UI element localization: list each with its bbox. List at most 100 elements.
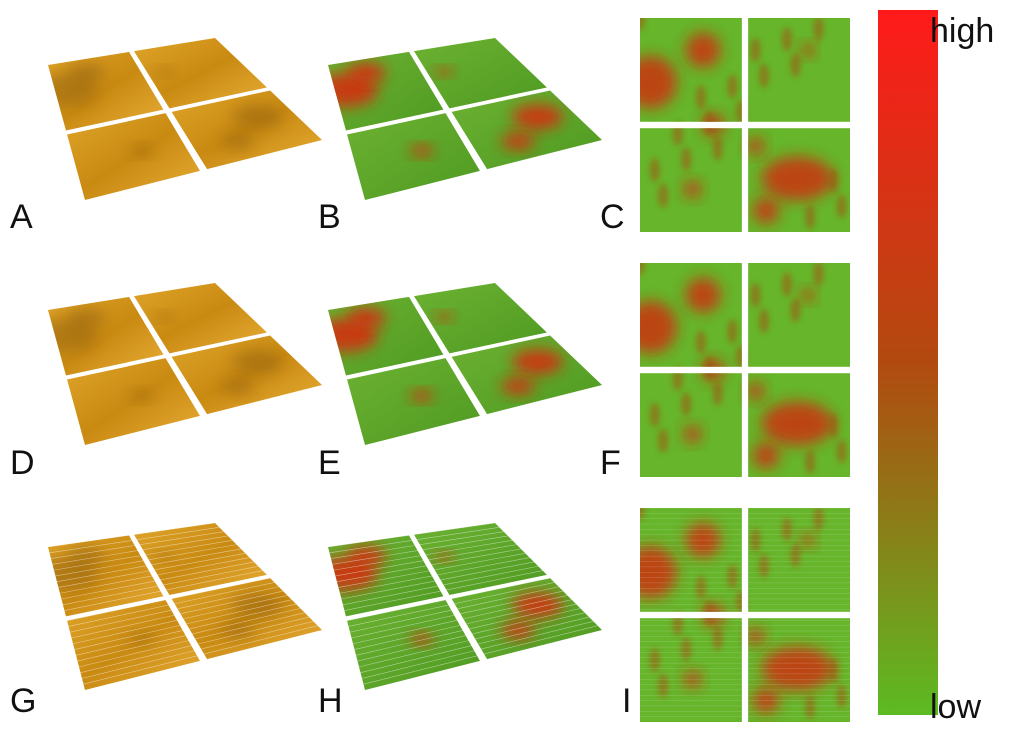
spot <box>649 157 660 182</box>
hot-spot <box>410 633 433 645</box>
texture <box>198 616 310 645</box>
spot <box>750 38 761 63</box>
shading <box>155 312 267 354</box>
tile <box>171 335 322 415</box>
spot <box>672 611 683 636</box>
shade <box>48 318 99 353</box>
texture <box>56 565 147 582</box>
shading <box>435 312 547 354</box>
texture <box>72 620 178 645</box>
hot-spot <box>683 180 702 198</box>
tile <box>67 113 200 200</box>
spot <box>813 263 824 286</box>
hot-spot <box>761 156 834 201</box>
tile <box>347 113 480 200</box>
spot <box>828 413 839 438</box>
shading <box>130 390 153 402</box>
texture <box>139 531 224 545</box>
texture <box>469 603 577 630</box>
texture <box>454 582 555 605</box>
shade <box>221 621 255 639</box>
tile <box>67 600 200 690</box>
spot <box>790 543 801 568</box>
shade <box>130 145 153 157</box>
texture <box>472 608 581 635</box>
tile <box>134 38 267 109</box>
panel-label: D <box>10 444 35 482</box>
hot-spot <box>761 646 834 691</box>
surface <box>328 283 602 445</box>
texture <box>475 612 585 640</box>
tile <box>134 523 267 596</box>
hot-spot <box>435 312 453 322</box>
texture <box>344 590 441 611</box>
surface <box>328 523 602 690</box>
texture <box>154 552 246 571</box>
hot-spot <box>640 300 677 354</box>
shading <box>501 104 563 150</box>
tile <box>451 578 602 660</box>
texture <box>61 580 155 600</box>
texture <box>363 655 478 685</box>
shading <box>410 145 433 157</box>
spot <box>712 626 723 651</box>
texture <box>419 531 504 545</box>
texture <box>71 614 175 639</box>
spot <box>658 183 669 208</box>
texture <box>83 655 198 685</box>
hot-spot <box>683 425 702 444</box>
spot <box>750 528 761 553</box>
shade <box>66 307 107 328</box>
texture <box>75 630 183 656</box>
shade <box>155 67 173 77</box>
shade <box>232 349 283 375</box>
hot-spot <box>746 137 765 156</box>
texture <box>49 540 132 554</box>
spot <box>782 517 792 542</box>
texture <box>78 640 189 668</box>
texture <box>440 561 534 581</box>
shading <box>67 600 198 685</box>
spot <box>704 355 715 380</box>
spot <box>695 330 706 355</box>
texture <box>136 527 220 540</box>
hot-spot <box>752 687 780 714</box>
spot <box>681 392 692 417</box>
shade <box>232 592 283 618</box>
texture <box>434 552 526 571</box>
spot <box>758 63 769 88</box>
tile <box>414 523 547 596</box>
texture <box>446 570 543 591</box>
texture <box>425 540 513 556</box>
texture <box>457 586 559 610</box>
texture <box>201 621 314 650</box>
spot <box>750 283 761 308</box>
top-view <box>640 18 850 232</box>
panel-label: E <box>318 444 341 482</box>
texture <box>52 550 138 565</box>
hot-spot <box>801 288 815 302</box>
texture <box>341 580 435 600</box>
texture <box>195 612 305 640</box>
tile <box>171 578 322 660</box>
texture <box>342 585 438 606</box>
texture <box>460 590 564 615</box>
shading <box>435 67 547 109</box>
texture <box>351 614 455 639</box>
spot <box>836 684 847 709</box>
texture <box>437 557 530 576</box>
spot <box>828 168 839 193</box>
panel-label: C <box>600 198 625 236</box>
texture <box>422 535 509 551</box>
spot <box>836 439 847 464</box>
shade <box>221 377 255 395</box>
hot-spot <box>746 382 765 401</box>
hot-spot <box>410 145 433 157</box>
hot-spot <box>435 67 453 77</box>
tile <box>414 283 547 354</box>
hot-spot <box>328 318 379 353</box>
texture <box>354 625 460 650</box>
texture <box>484 625 598 655</box>
texture <box>336 565 427 582</box>
